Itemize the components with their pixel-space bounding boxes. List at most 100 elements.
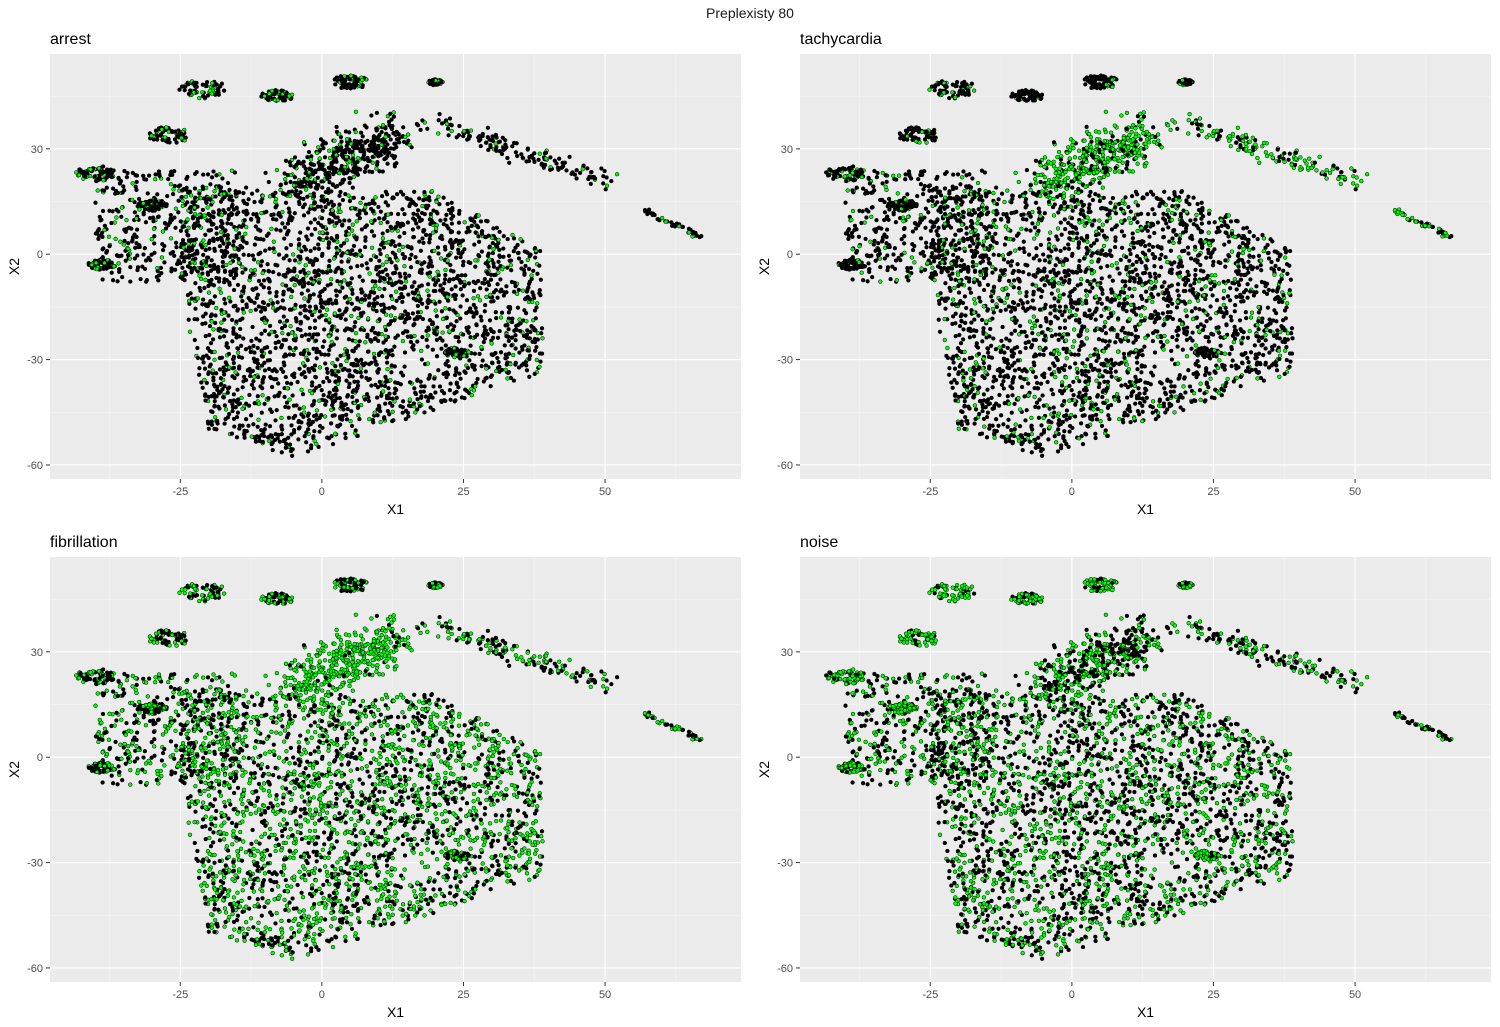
data-point	[205, 172, 211, 177]
data-point	[192, 205, 197, 210]
data-point	[220, 176, 225, 181]
data-point	[179, 241, 184, 247]
data-point	[392, 318, 397, 323]
data-point	[334, 152, 339, 158]
data-point	[353, 320, 358, 325]
data-point	[425, 282, 431, 287]
data-point	[1247, 328, 1252, 334]
data-point	[179, 194, 185, 200]
data-point	[266, 438, 272, 444]
data-point	[136, 244, 141, 250]
data-point	[260, 193, 265, 199]
data-point	[454, 135, 459, 140]
data-point	[240, 423, 245, 428]
data-point	[415, 339, 420, 344]
data-point	[261, 300, 267, 306]
data-point	[380, 262, 385, 267]
data-point	[317, 365, 323, 370]
data-point	[509, 268, 514, 273]
data-point	[486, 147, 491, 153]
data-point	[349, 409, 354, 414]
data-point	[311, 413, 317, 419]
data-point	[202, 196, 207, 201]
data-point	[318, 290, 323, 295]
data-point	[419, 357, 425, 362]
data-point	[390, 296, 395, 302]
data-point	[440, 316, 446, 322]
data-point	[392, 270, 398, 276]
data-point	[357, 274, 362, 279]
data-point	[522, 297, 528, 302]
data-point	[466, 309, 471, 314]
data-point	[157, 173, 162, 179]
data-point	[286, 228, 291, 233]
data-point	[246, 403, 252, 408]
data-point	[542, 162, 548, 168]
data-point	[299, 387, 304, 392]
data-point	[173, 206, 179, 211]
data-point	[402, 256, 407, 261]
data-point	[480, 131, 485, 137]
data-point	[368, 289, 374, 295]
data-point	[337, 289, 343, 294]
data-point	[272, 249, 277, 255]
data-point	[122, 188, 127, 193]
data-point	[310, 312, 315, 318]
data-point	[1109, 263, 1115, 268]
data-point	[1255, 322, 1260, 328]
data-point	[530, 339, 535, 344]
data-point	[158, 265, 164, 271]
data-point	[203, 302, 208, 307]
data-point	[482, 336, 488, 341]
data-point	[324, 307, 330, 312]
data-point	[525, 257, 530, 263]
data-point	[1113, 340, 1118, 345]
data-point	[445, 258, 450, 263]
data-point	[327, 148, 332, 153]
data-point	[198, 265, 203, 271]
data-point	[457, 371, 462, 376]
data-point	[142, 266, 148, 272]
data-point	[1006, 417, 1011, 422]
data-point	[377, 286, 382, 291]
data-point	[294, 316, 299, 322]
data-point	[371, 135, 376, 141]
data-point	[354, 219, 359, 224]
data-point	[411, 343, 416, 348]
data-point	[342, 328, 348, 333]
data-point	[513, 150, 519, 155]
data-point	[360, 278, 365, 283]
data-point	[258, 263, 264, 268]
data-point	[267, 290, 272, 295]
data-point	[265, 262, 270, 267]
data-point	[302, 308, 307, 313]
data-point	[312, 309, 317, 314]
data-point	[266, 302, 271, 308]
data-point	[240, 264, 245, 270]
data-point	[404, 195, 409, 201]
data-point	[1150, 373, 1156, 378]
data-point	[288, 324, 293, 329]
data-point	[203, 243, 208, 248]
data-point	[355, 212, 360, 217]
data-point	[1056, 299, 1061, 304]
data-point	[385, 272, 390, 278]
data-point	[235, 282, 241, 288]
data-point	[377, 258, 382, 263]
data-point	[490, 335, 496, 340]
data-point	[92, 174, 97, 179]
data-point	[237, 334, 242, 339]
data-point	[462, 220, 467, 225]
data-point	[134, 216, 139, 221]
data-point	[447, 116, 453, 121]
data-point	[203, 321, 208, 326]
data-point	[476, 278, 481, 284]
data-point	[106, 234, 112, 239]
data-point	[437, 80, 442, 85]
data-point	[399, 315, 404, 320]
data-point	[1107, 248, 1113, 253]
data-point	[311, 162, 317, 168]
data-point	[536, 157, 541, 162]
data-point	[351, 349, 356, 354]
data-point	[312, 200, 318, 205]
